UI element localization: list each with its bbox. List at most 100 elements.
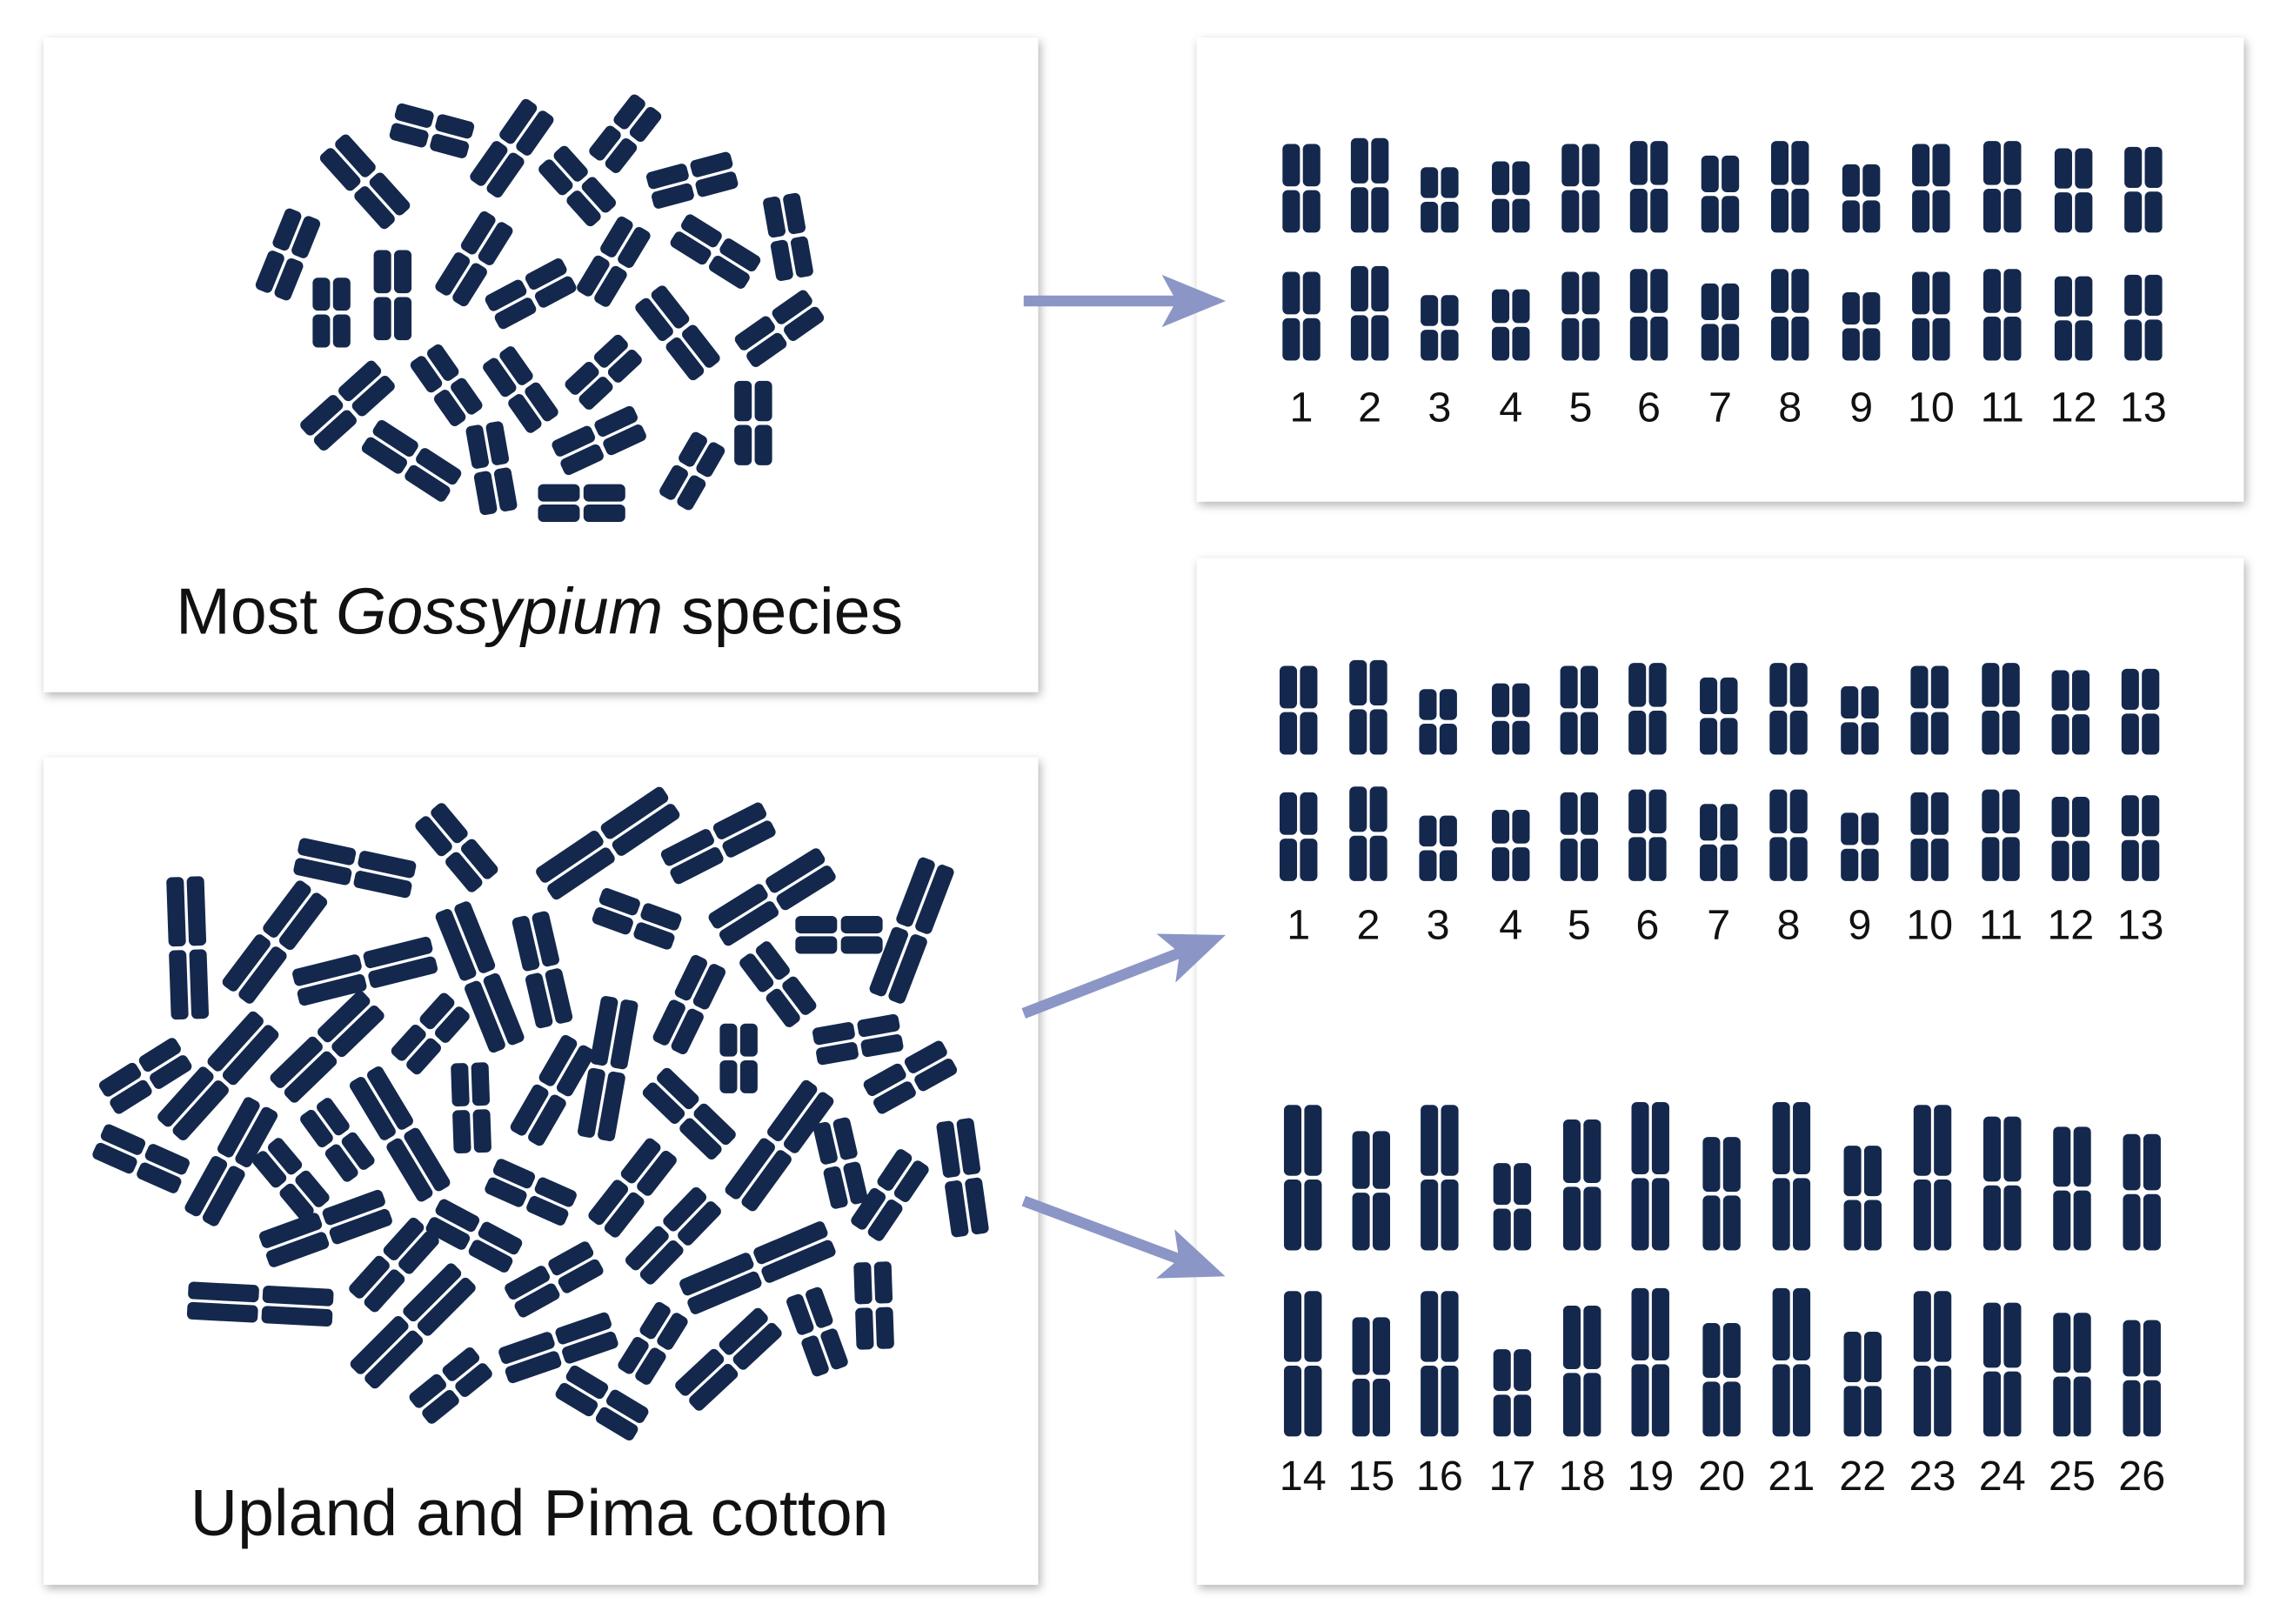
- chromatid-arm: [1282, 190, 1300, 233]
- chromosome: [425, 1199, 523, 1273]
- chromatid-arm: [312, 277, 331, 311]
- chromosome: [435, 901, 525, 1053]
- chromatid-arm: [1843, 1146, 1862, 1197]
- chromatid-arm: [863, 1063, 906, 1097]
- karyotype-pair: 15: [1347, 1131, 1394, 1500]
- chromatid-arm: [2002, 663, 2020, 707]
- chromosome: [786, 1287, 848, 1377]
- chromatid-arm: [2123, 1380, 2141, 1437]
- chromatid-arm: [335, 134, 376, 177]
- chromatid-arm: [1930, 712, 1949, 755]
- chromatid-arm: [1629, 188, 1648, 233]
- chromatid-arm: [431, 803, 468, 844]
- chromatid-arm: [238, 946, 287, 1004]
- chromatid-arm: [416, 448, 462, 485]
- chromosome-number-label: 9: [1848, 902, 1871, 949]
- chromatid-arm: [511, 915, 540, 972]
- arrow-shaft: [1021, 1195, 1199, 1271]
- homologous-chromosome: [1560, 792, 1599, 881]
- homologous-chromosome: [1982, 663, 2020, 755]
- chromatid-arm: [1982, 663, 2000, 707]
- homologous-chromosome: [1282, 144, 1321, 233]
- chromatid-arm: [1770, 141, 1789, 185]
- chromatid-arm: [1492, 720, 1510, 755]
- chromatid-arm: [553, 145, 588, 182]
- chromatid-arm: [1492, 683, 1510, 718]
- homologous-chromosome: [1769, 789, 1808, 881]
- chromatid-arm: [687, 1271, 762, 1314]
- chromatid-arm: [783, 1092, 834, 1153]
- chromosome: [795, 916, 883, 954]
- chromosome-number-label: 2: [1356, 902, 1380, 949]
- homologous-chromosome: [1982, 789, 2020, 881]
- chromatid-arm: [674, 954, 707, 1001]
- chromatid-arm: [875, 1307, 894, 1349]
- homologous-chromosome: [1283, 1291, 1322, 1437]
- chromatid-arm: [1700, 804, 1718, 841]
- chromatid-arm: [435, 114, 475, 139]
- chromatid-arm: [1629, 317, 1648, 361]
- chromatid-arm: [1369, 659, 1387, 705]
- chromatid-arm: [1421, 1291, 1439, 1362]
- chromatid-arm: [526, 1195, 569, 1226]
- karyotype-pair: 26: [2118, 1133, 2165, 1500]
- chromatid-arm: [657, 1313, 688, 1350]
- karyotype: 1 2 3 4 5 6 7 8 9 10 11 12 13: [1282, 137, 2167, 431]
- chromatid-arm: [452, 263, 487, 307]
- chromosome: [552, 405, 646, 476]
- chromatid-arm: [712, 802, 766, 839]
- chromatid-arm: [562, 1331, 618, 1364]
- chromosome: [565, 334, 642, 410]
- chromatid-arm: [867, 1199, 903, 1241]
- chromosome-number-label: 21: [1768, 1453, 1815, 1500]
- chromatid-arm: [150, 1055, 192, 1089]
- chromatid-arm: [2002, 837, 2020, 881]
- chromatid-arm: [409, 1373, 446, 1408]
- chromosome-number-label: 8: [1777, 902, 1801, 949]
- panel-caption: Upland and Pima cotton: [191, 1476, 889, 1549]
- chromatid-arm: [1631, 1364, 1649, 1437]
- chromatid-arm: [853, 1262, 873, 1305]
- chromatid-arm: [594, 265, 627, 307]
- chromatid-arm: [266, 1232, 330, 1267]
- chromatid-arm: [272, 208, 302, 251]
- chromatid-arm: [1561, 317, 1580, 361]
- chromosome: [300, 1098, 375, 1182]
- chromatid-arm: [719, 1059, 738, 1093]
- chromatid-arm: [1650, 141, 1668, 185]
- chromatid-arm: [681, 214, 722, 248]
- karyotype-pair: 8: [1769, 663, 1808, 949]
- chromatid-arm: [1910, 839, 1929, 881]
- homologous-chromosome: [1492, 683, 1530, 755]
- chromatid-arm: [341, 1132, 375, 1170]
- chromatid-arm: [1560, 712, 1578, 755]
- chromatid-arm: [138, 1038, 181, 1073]
- chromatid-arm: [1789, 837, 1808, 881]
- chromosome-number-label: 17: [1488, 1453, 1535, 1500]
- chromosome: [259, 1189, 392, 1267]
- chromatid-arm: [795, 916, 838, 934]
- chromatid-arm: [2124, 146, 2143, 188]
- chromatid-arm: [2121, 795, 2139, 837]
- chromatid-arm: [1512, 198, 1530, 233]
- chromosome: [588, 1138, 677, 1238]
- chromatid-arm: [2003, 1371, 2022, 1437]
- chromatid-arm: [1419, 815, 1437, 847]
- chromatid-arm: [188, 1281, 259, 1303]
- chromatid-arm: [2073, 1376, 2091, 1437]
- chromatid-arm: [2073, 1126, 2091, 1187]
- homologous-chromosome: [1492, 161, 1530, 233]
- chromatid-arm: [2121, 713, 2139, 755]
- chromatid-arm: [1492, 326, 1510, 361]
- chromatid-arm: [1720, 677, 1738, 715]
- chromatid-arm: [1841, 685, 1859, 719]
- chromatid-arm: [595, 1407, 639, 1441]
- karyotype-pair: 18: [1559, 1119, 1606, 1500]
- chromosome: [349, 1066, 451, 1202]
- chromosome: [255, 208, 321, 301]
- chromatid-arm: [1861, 848, 1879, 881]
- chromatid-arm: [677, 475, 706, 511]
- chromatid-arm: [1581, 190, 1600, 233]
- chromatid-arm: [1419, 724, 1437, 755]
- chromatid-arm: [1421, 330, 1439, 361]
